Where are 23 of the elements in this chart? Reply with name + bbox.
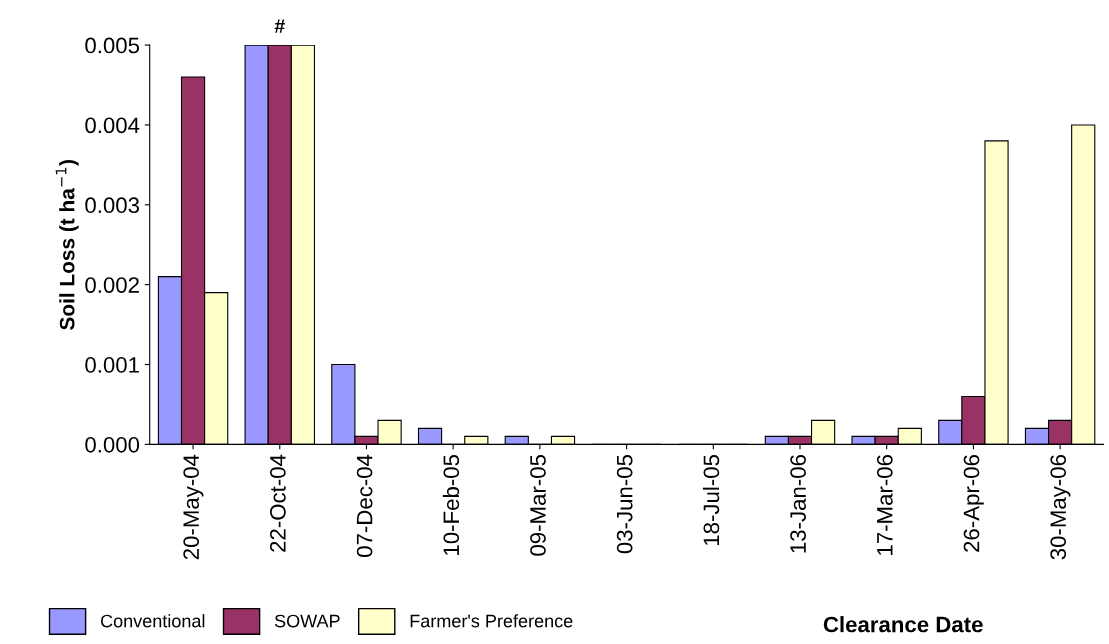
y-tick-label: 0.000 [85,436,140,453]
x-tick-label: 26-Apr-06 [963,455,984,552]
x-tick-label: 18-Jul-05 [702,455,720,546]
x-tick-label: 22-Oct-04 [270,454,286,552]
y-tick-label: 0.001 [85,357,139,373]
x-tick-label: 13-Jan-06 [790,455,806,553]
x-tick-label: 20-May-04 [183,454,204,560]
legend-label: Farmer's Preference [410,614,573,628]
y-axis-title: Soil Loss (t ha$^{−1}$) [55,160,79,330]
x-tick-label: 30-May-06 [1050,455,1071,560]
x-tick-label: 17-Mar-06 [876,455,893,555]
legend-label: SOWAP [274,614,340,628]
x-tick-label: 07-Dec-04 [356,454,373,557]
x-axis-title: Clearance Date [823,616,983,633]
legend-label: Conventional [100,614,205,628]
y-tick-label: 0.004 [85,117,140,134]
x-tick-label: 09-Mar-05 [530,455,546,556]
annotation: # [274,19,285,33]
x-tick-label: 10-Feb-05 [442,455,460,555]
y-tick-label: 0.002 [85,277,139,293]
y-tick-label: 0.005 [85,37,140,54]
y-tick-label: 0.003 [85,197,140,214]
x-tick-label: 03-Jun-05 [616,455,633,554]
